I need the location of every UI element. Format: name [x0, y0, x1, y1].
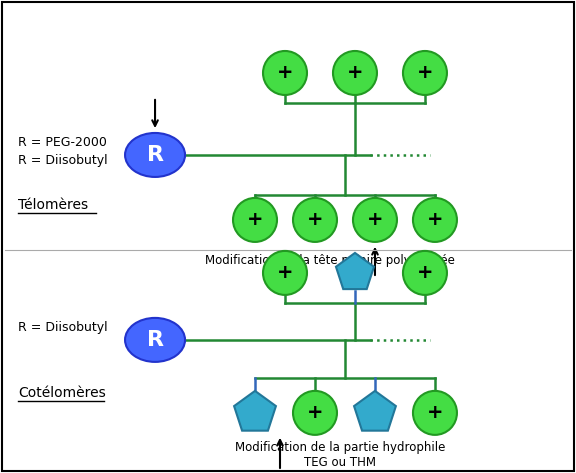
Text: +: +: [307, 210, 323, 229]
Text: Modification de la tête polaire polyaminée: Modification de la tête polaire polyamin…: [205, 254, 455, 267]
Text: +: +: [307, 403, 323, 422]
Text: +: +: [416, 63, 433, 82]
Text: R = Diisobutyl: R = Diisobutyl: [18, 155, 108, 167]
Text: R = PEG-2000: R = PEG-2000: [18, 136, 107, 149]
Text: +: +: [276, 263, 293, 282]
Text: +: +: [427, 403, 443, 422]
Circle shape: [233, 198, 277, 242]
Text: Modification de la partie hydrophile
TEG ou THM: Modification de la partie hydrophile TEG…: [235, 441, 445, 469]
Circle shape: [333, 51, 377, 95]
Circle shape: [293, 391, 337, 435]
Text: R = Diisobutyl: R = Diisobutyl: [18, 321, 108, 334]
Polygon shape: [234, 391, 276, 431]
Circle shape: [413, 198, 457, 242]
Circle shape: [413, 391, 457, 435]
Text: +: +: [247, 210, 263, 229]
Circle shape: [353, 198, 397, 242]
Text: +: +: [367, 210, 383, 229]
Circle shape: [403, 51, 447, 95]
Circle shape: [263, 51, 307, 95]
Polygon shape: [336, 253, 374, 289]
Circle shape: [293, 198, 337, 242]
Text: R: R: [146, 330, 164, 350]
Text: +: +: [427, 210, 443, 229]
Ellipse shape: [125, 133, 185, 177]
Polygon shape: [354, 391, 396, 431]
Text: +: +: [416, 263, 433, 282]
Text: +: +: [347, 63, 363, 82]
Ellipse shape: [125, 318, 185, 362]
Text: Cotélomères: Cotélomères: [18, 386, 106, 400]
Text: +: +: [276, 63, 293, 82]
Circle shape: [263, 251, 307, 295]
Text: R: R: [146, 145, 164, 165]
Text: Télomères: Télomères: [18, 198, 88, 212]
Circle shape: [403, 251, 447, 295]
